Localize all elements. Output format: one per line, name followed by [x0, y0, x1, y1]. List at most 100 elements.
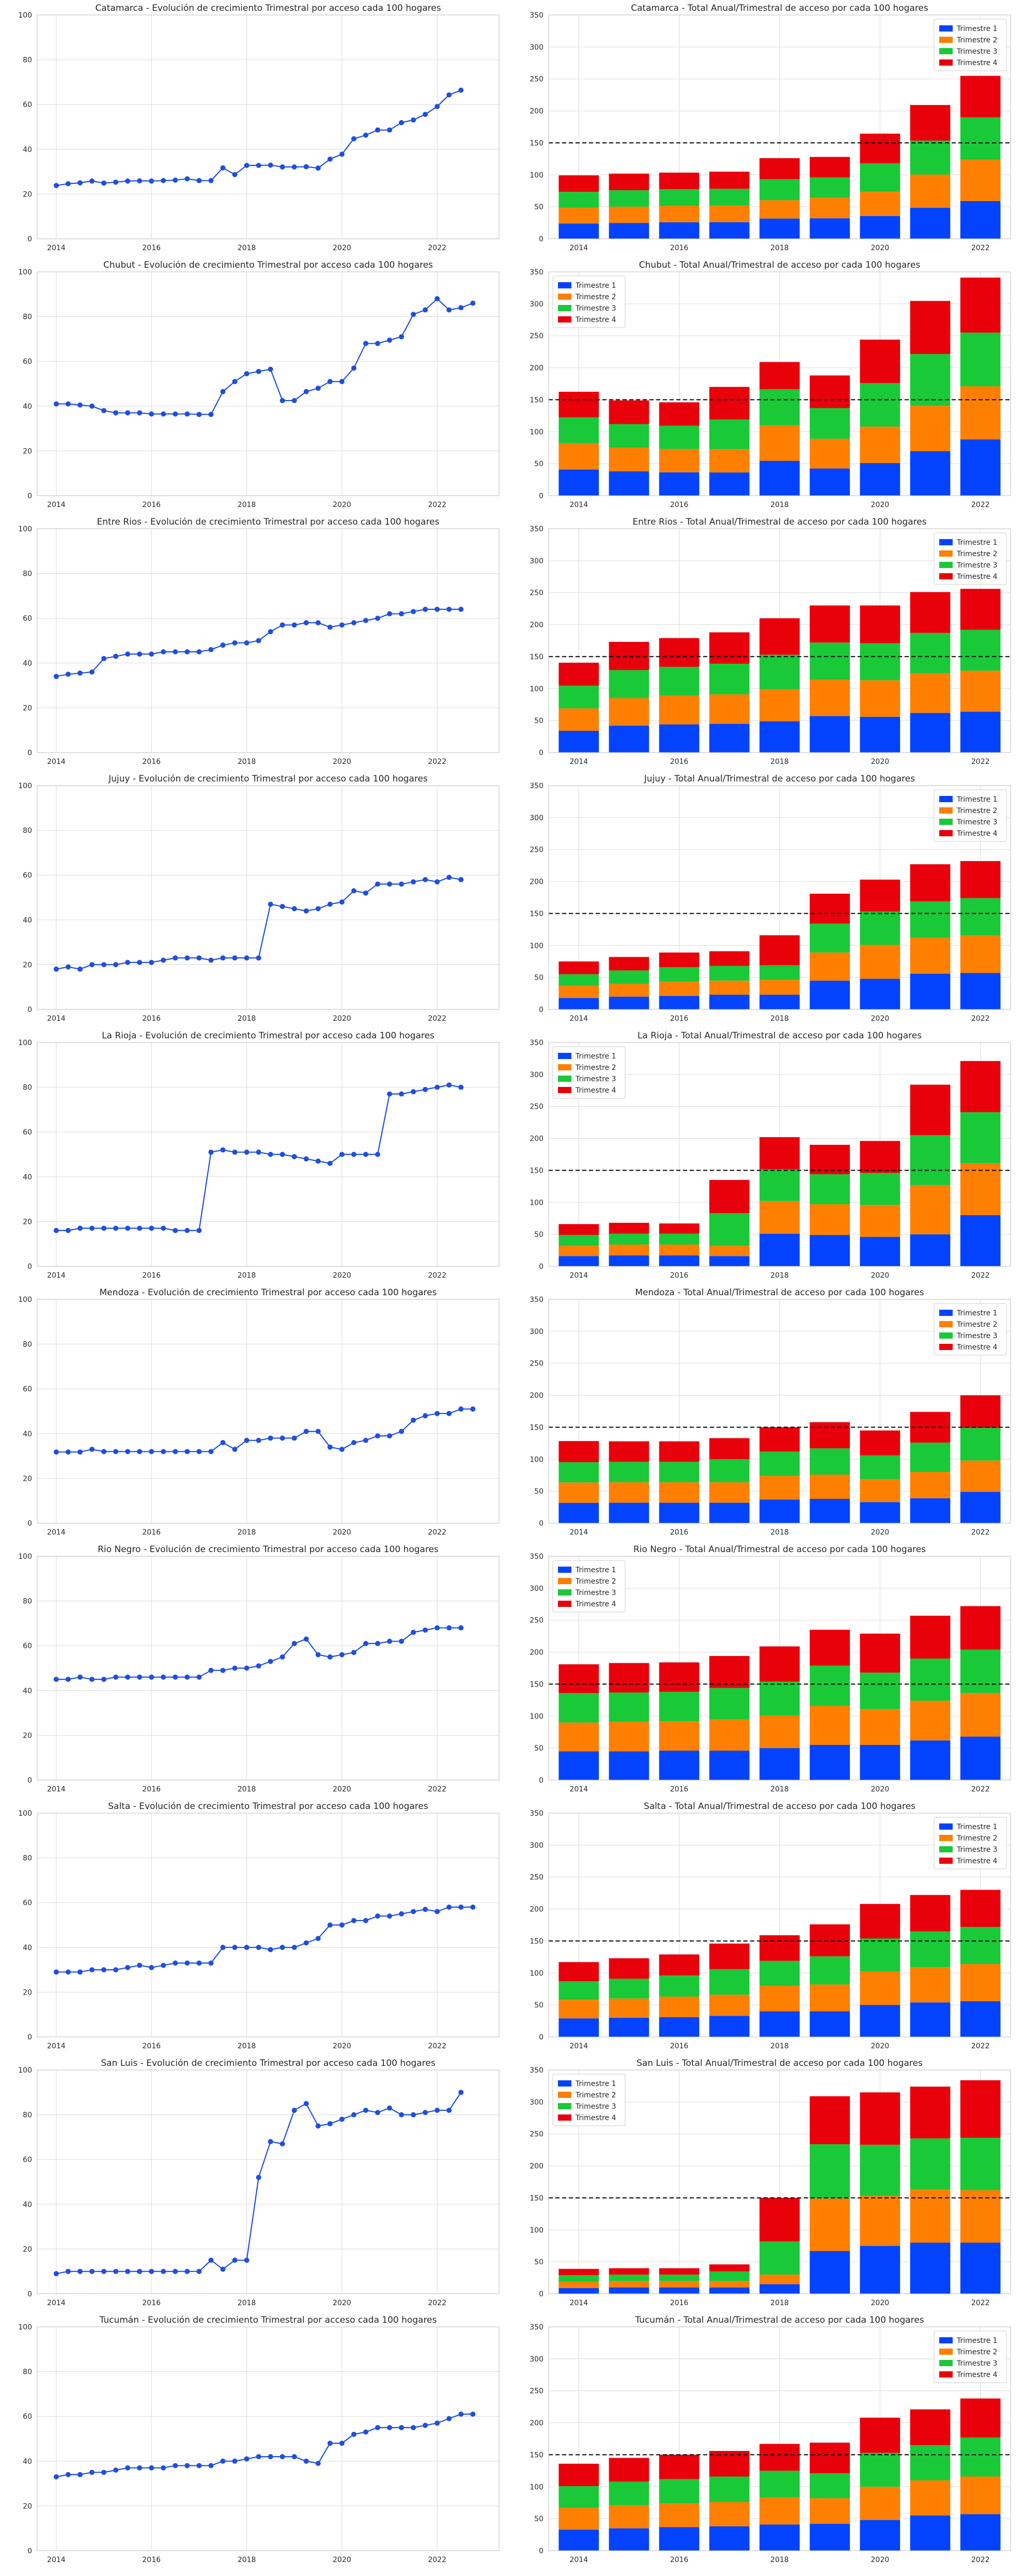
x-tick-label: 2022: [428, 1785, 446, 1793]
x-tick-label: 2014: [47, 2299, 66, 2307]
data-point: [137, 178, 143, 183]
bar-segment: [960, 1460, 1001, 1492]
y-tick-label: 250: [530, 1360, 543, 1368]
x-tick-label: 2016: [142, 1271, 161, 1280]
data-point: [101, 656, 107, 662]
data-point: [399, 1091, 405, 1097]
data-point: [244, 162, 250, 168]
data-point: [279, 2454, 285, 2460]
bar-segment: [910, 1967, 951, 2003]
data-point: [387, 2425, 393, 2430]
y-tick-label: 350: [530, 2066, 543, 2075]
data-point: [434, 2420, 440, 2426]
data-point: [303, 2100, 309, 2106]
x-tick-label: 2016: [670, 501, 689, 509]
data-point: [161, 1674, 166, 1680]
y-tick-label: 350: [530, 2323, 543, 2332]
data-point: [220, 1440, 226, 1446]
data-point: [303, 908, 309, 914]
data-point: [149, 1225, 154, 1231]
bar-segment: [709, 980, 750, 995]
y-tick-label: 250: [530, 75, 543, 84]
bar-segment: [609, 1751, 649, 1780]
data-point: [387, 881, 393, 887]
bar-segment: [960, 2476, 1001, 2514]
bar-segment: [659, 1482, 700, 1503]
x-tick-label: 2014: [47, 758, 66, 766]
bar-segment: [960, 898, 1001, 936]
x-tick-label: 2016: [142, 2299, 161, 2307]
bar-segment: [910, 2445, 951, 2480]
bar-segment: [609, 2505, 649, 2528]
bar-segment: [860, 1709, 900, 1745]
bar-segment: [960, 1215, 1001, 1266]
legend-label: Trimestre 4: [575, 1086, 616, 1095]
data-point: [208, 2258, 214, 2263]
bar-segment: [709, 1459, 750, 1482]
line-chart-5: La Rioja - Evolución de crecimiento Trim…: [18, 1031, 500, 1280]
plot-frame: [37, 271, 500, 496]
bar-segment: [960, 1606, 1001, 1650]
bar-segment: [709, 2271, 750, 2281]
x-tick-label: 2018: [238, 1528, 256, 1537]
y-tick-label: 150: [530, 2194, 543, 2202]
line-chart-4: Jujuy - Evolución de crecimiento Trimest…: [18, 774, 500, 1023]
bar-segment: [709, 694, 750, 724]
legend-label: Trimestre 2: [575, 293, 616, 301]
bar-segment: [659, 1441, 700, 1462]
bar-segment: [910, 1234, 951, 1266]
y-tick-label: 200: [530, 108, 543, 116]
bar-segment: [558, 2463, 599, 2487]
data-point: [434, 296, 440, 301]
data-point: [113, 1674, 119, 1680]
bar-segment: [810, 1144, 850, 1174]
bar-segment: [759, 2241, 800, 2275]
data-point: [149, 411, 154, 417]
x-tick-label: 2014: [569, 244, 588, 252]
data-point: [327, 156, 333, 162]
bar-segment: [609, 2281, 649, 2288]
bar-segment: [659, 1255, 700, 1266]
data-point: [458, 1904, 464, 1910]
data-point: [434, 606, 440, 612]
x-tick-label: 2018: [238, 501, 256, 509]
bar-segment: [759, 1451, 800, 1476]
y-tick-label: 20: [23, 447, 32, 455]
bar-segment: [609, 471, 649, 496]
legend-label: Trimestre 2: [956, 36, 998, 44]
data-point: [125, 410, 131, 416]
legend-label: Trimestre 2: [956, 2348, 998, 2356]
data-point: [65, 2268, 71, 2274]
data-point: [363, 1152, 368, 1157]
y-tick-label: 0: [27, 749, 32, 757]
data-point: [196, 178, 202, 183]
y-tick-label: 100: [18, 1039, 32, 1047]
data-point: [363, 2429, 368, 2435]
series-line: [56, 1408, 473, 1453]
data-point: [101, 1967, 107, 1973]
y-tick-label: 40: [23, 1944, 32, 1952]
bar-segment: [810, 1956, 850, 1985]
y-tick-label: 200: [530, 1135, 543, 1143]
data-point: [363, 2107, 368, 2113]
bar-segment: [860, 2487, 900, 2520]
data-point: [434, 104, 440, 110]
data-point: [77, 670, 83, 676]
data-point: [351, 365, 356, 371]
data-point: [89, 1447, 95, 1452]
data-point: [173, 2268, 178, 2274]
bar-chart-7: Rio Negro - Total Anual/Trimestral de ac…: [530, 1544, 1011, 1793]
data-point: [173, 1960, 178, 1966]
data-point: [113, 2268, 119, 2274]
y-tick-label: 80: [23, 313, 32, 321]
x-tick-label: 2020: [871, 2299, 890, 2307]
data-point: [434, 1084, 440, 1090]
bar-segment: [960, 278, 1001, 333]
x-tick-label: 2018: [770, 2042, 789, 2050]
bar-segment: [810, 980, 850, 1009]
y-tick-label: 100: [530, 1712, 543, 1721]
legend-swatch: [558, 1087, 571, 1093]
x-tick-label: 2022: [428, 2042, 446, 2050]
bar-segment: [860, 2144, 900, 2196]
bar-segment: [709, 1751, 750, 1780]
